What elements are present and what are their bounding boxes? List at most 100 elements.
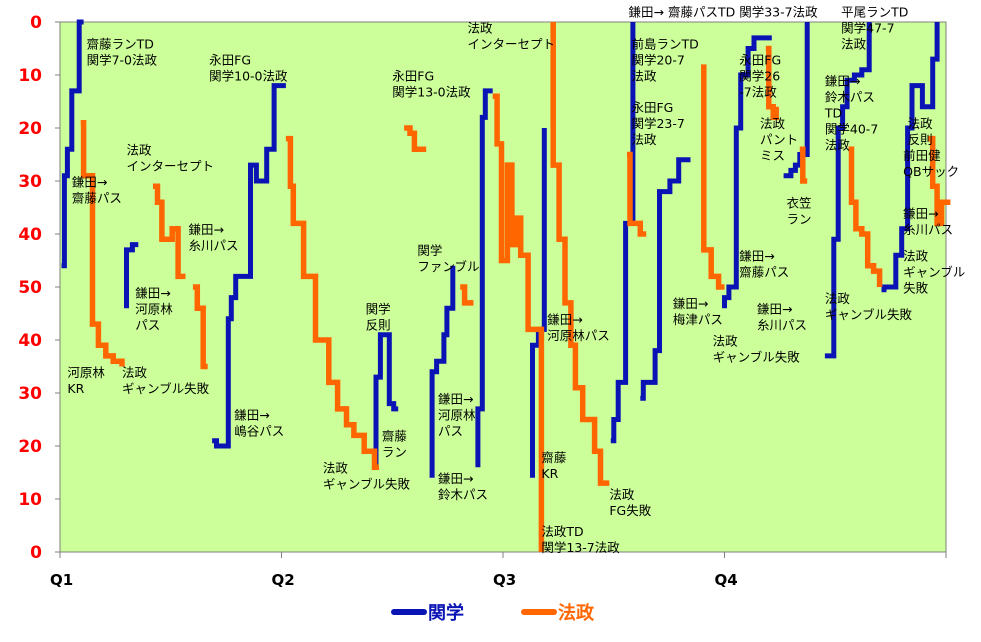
annotation-line: 関学 <box>417 243 442 258</box>
annotation-line: 鎌田→ <box>188 222 223 237</box>
series-line-segment <box>550 22 610 486</box>
annotation-line: 河原林 <box>67 365 105 380</box>
annotation: 鎌田→齋藤パス <box>72 174 122 205</box>
annotation-line: 法政 <box>903 249 929 264</box>
annotation-line: 法政 <box>126 143 152 158</box>
annotation: 鎌田→齋藤パス <box>739 249 789 280</box>
annotation: 鎌田→梅津パス <box>673 296 723 327</box>
series-line-segment <box>475 88 493 468</box>
annotation: 法政インターセプト <box>126 143 214 174</box>
annotation-line: TD <box>824 106 842 121</box>
annotation-line: インターセプト <box>126 159 214 174</box>
series-line-segment <box>460 284 474 306</box>
annotation-line: 前田健 <box>903 148 941 163</box>
y-tick-label: 40 <box>18 225 42 245</box>
series-line-segment <box>212 83 286 449</box>
annotation: 関学ファンブル <box>417 243 479 274</box>
annotation-line: 鎌田→ <box>438 392 473 407</box>
annotation-line: ラン <box>382 445 407 460</box>
annotation: 永田FG 関学13-0法政 <box>392 68 471 99</box>
annotation-line: 法政 <box>760 116 786 131</box>
series-line-segment <box>881 22 940 293</box>
annotation-line: ギャンブル失敗 <box>825 307 913 322</box>
x-axis: Q1 Q2 Q3 Q4 <box>50 551 947 589</box>
x-tick-label: Q2 <box>272 571 295 589</box>
annotation: 法政ギャンブル失敗 <box>323 461 411 492</box>
annotation-line: KR <box>67 381 84 396</box>
series-line-segment <box>765 45 779 121</box>
annotation: 鎌田→糸川パス <box>188 222 238 253</box>
annotation: 鎌田→河原林パス <box>438 392 476 439</box>
series-line-segment <box>530 128 547 478</box>
series-line-segment <box>701 64 725 290</box>
annotation-line: 法政 <box>631 132 657 147</box>
legend-label-kwansei: 関学 <box>428 602 464 624</box>
annotation-line: 嶋谷パス <box>234 424 284 439</box>
annotation-line: 反則 <box>366 318 391 333</box>
annotation: 前島ランTD 関学20-7 法政 <box>631 37 698 84</box>
annotation-line: 失敗 <box>903 281 929 296</box>
annotation-line: 永田FG <box>739 52 781 67</box>
annotation: 河原林 KR <box>67 365 105 396</box>
annotation-line: 衣笠 <box>787 196 812 211</box>
annotation-line: 関学13-7法政 <box>541 540 620 555</box>
annotation-line: ミス <box>760 148 785 163</box>
annotation-line: ギャンブル失敗 <box>323 477 411 492</box>
annotation: 齋藤ラン <box>382 429 408 460</box>
annotation: 鎌田→河原林パス <box>547 312 610 343</box>
annotation: 法政パントミス <box>760 116 798 163</box>
annotation-line: 関学40-7 <box>825 122 878 137</box>
annotation-line: 法政 <box>122 365 148 380</box>
series-line-segment <box>722 35 772 309</box>
annotation-line: 糸川パス <box>757 318 807 333</box>
annotation-line: 平尾ランTD <box>841 5 908 20</box>
annotation-line: QBサック <box>903 164 959 179</box>
annotation: 鎌田→河原林パス <box>135 286 173 333</box>
series-line-segment <box>627 151 647 237</box>
x-tick-label: Q4 <box>715 571 738 589</box>
annotation-line: 鎌田→ <box>72 174 107 189</box>
annotation-line: 永田FG <box>209 52 251 67</box>
annotation-line: KR <box>541 466 558 481</box>
legend: 関学 法政 <box>391 602 595 624</box>
annotation-line: 糸川パス <box>903 222 953 237</box>
annotation: 平尾ランTD 関学47-7 法政 <box>841 5 908 52</box>
plot-area <box>59 21 947 553</box>
annotation-line: 法政 <box>908 116 934 131</box>
annotation-line: 鎌田→ <box>234 408 269 423</box>
annotation: 法政ギャンブル失敗 <box>713 333 801 364</box>
y-tick-label: 0 <box>30 543 42 563</box>
series-line-segment <box>404 125 427 152</box>
y-tick-label: 0 <box>30 13 42 33</box>
annotation-line: 関学7-0法政 <box>87 53 158 68</box>
annotation-line: 法政 <box>825 138 851 153</box>
series-line-segment <box>153 183 186 280</box>
annotation: 法政ギャンブル失敗 <box>903 249 965 296</box>
annotation-line: ギャンブル失敗 <box>713 349 801 364</box>
y-tick-label: 50 <box>18 278 42 298</box>
y-tick-label: 20 <box>18 119 42 139</box>
annotation: 永田FG 関学23-7 法政 <box>631 100 684 147</box>
annotation-line: 法政 <box>713 333 739 348</box>
annotation-line: 鈴木パス <box>438 487 488 502</box>
annotation-line: ギャンブル <box>903 265 965 280</box>
annotation-line: -7法政 <box>739 84 777 99</box>
annotation-line: 鎌田→ <box>739 249 774 264</box>
annotation-line: 河原林パス <box>547 328 610 343</box>
annotation-line: 齋藤パス <box>739 265 789 280</box>
annotation: 鎌田→糸川パス <box>903 206 953 237</box>
annotation-line: ラン <box>787 212 812 227</box>
series-line-segment <box>848 146 883 287</box>
y-tick-label: 20 <box>18 437 42 457</box>
series-line-segment <box>799 146 808 184</box>
annotation: 鎌田→鈴木パス TD 関学40-7 法政 <box>824 74 878 153</box>
annotation-line: 関学26 <box>739 68 780 83</box>
y-tick-label: 30 <box>18 384 42 404</box>
annotation-line: 河原林 <box>438 408 476 423</box>
annotation-line: 関学20-7 <box>631 53 684 68</box>
annotation: 法政TD 関学13-7法政 <box>541 524 620 555</box>
annotation-line: 鎌田→ <box>547 312 582 327</box>
annotation-line: 反則 <box>908 132 933 147</box>
series-hosei <box>80 22 951 552</box>
